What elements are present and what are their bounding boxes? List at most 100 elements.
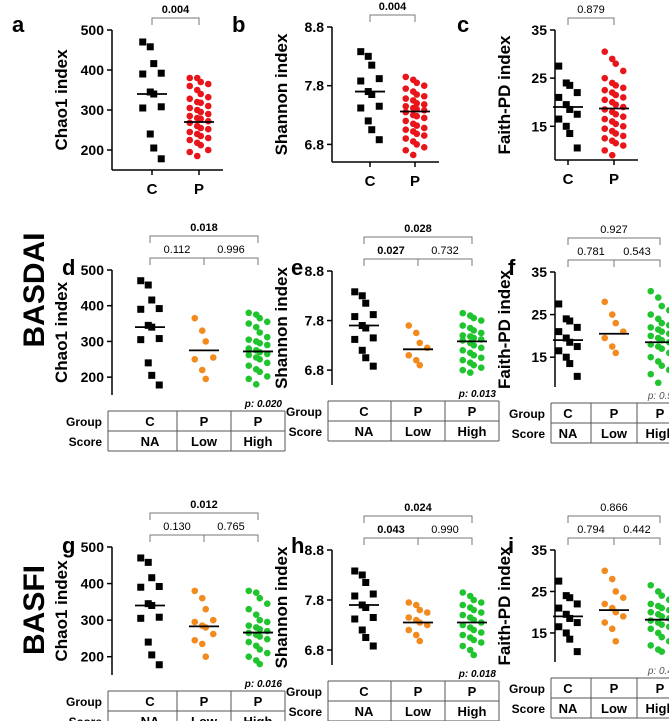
data-point	[155, 613, 163, 621]
trend-p-value: p: 0.018	[458, 669, 497, 680]
data-point	[665, 321, 669, 329]
data-point	[204, 110, 212, 118]
data-point	[459, 347, 467, 354]
data-point	[252, 380, 260, 388]
data-point	[197, 132, 205, 140]
data-point	[459, 322, 467, 329]
data-point	[665, 637, 669, 645]
data-point	[357, 48, 365, 56]
data-point	[658, 633, 666, 641]
data-point	[245, 375, 253, 383]
data-point	[470, 606, 478, 614]
panel-f: f 15 25 35 Faith-PD index 0.781 0.543 0.927 p: 0…	[495, 224, 669, 444]
trend-p-value: p: 0.474	[647, 666, 669, 677]
data-point	[256, 616, 264, 624]
data-point	[368, 91, 376, 98]
data-point	[146, 130, 154, 138]
data-point	[209, 616, 217, 624]
data-point	[402, 102, 410, 110]
data-point	[555, 604, 563, 612]
data-point	[137, 336, 145, 344]
data-point	[144, 558, 152, 566]
data-point	[658, 362, 666, 370]
y-tick-label: 400	[81, 298, 105, 314]
data-point	[137, 277, 145, 285]
panel-h: h 6.8 7.8 8.8 Shannon index 0.043 0.990 0.024 p:…	[272, 502, 500, 721]
data-point	[209, 630, 217, 638]
data-point	[555, 623, 563, 631]
table-cell: C	[145, 694, 155, 709]
y-axis-label: Faith-PD index	[495, 35, 514, 155]
panel-letter: c	[457, 12, 469, 37]
comparison-p-value: 0.027	[377, 245, 405, 257]
data-point	[263, 359, 271, 367]
data-point	[157, 103, 165, 111]
y-tick-label: 15	[531, 349, 547, 365]
comparison-bracket	[567, 515, 661, 523]
y-tick-label: 300	[81, 612, 105, 628]
data-point	[263, 373, 271, 380]
data-point	[420, 114, 428, 122]
data-point	[256, 594, 264, 602]
data-point	[402, 135, 410, 142]
data-point	[191, 636, 199, 644]
data-point	[555, 115, 563, 123]
y-tick-label: 7.8	[305, 313, 325, 329]
data-point	[555, 93, 563, 101]
data-point	[459, 589, 467, 596]
data-point	[204, 80, 212, 88]
data-point	[202, 605, 210, 613]
data-point	[412, 631, 420, 639]
comparison-bracket	[149, 257, 205, 265]
data-point	[416, 606, 424, 614]
data-point	[601, 619, 609, 626]
data-point	[647, 353, 655, 361]
comparison-bracket	[567, 237, 661, 245]
y-tick-label: 15	[531, 625, 547, 641]
panel-letter: g	[62, 533, 75, 558]
data-point	[601, 600, 609, 608]
y-axis-label: Chao1 index	[52, 49, 71, 151]
data-point	[245, 605, 253, 613]
comparison-p-value: 0.012	[190, 499, 218, 511]
y-tick-label: 500	[81, 262, 105, 278]
comparison-p-value: 0.130	[163, 521, 191, 533]
data-point	[148, 371, 156, 379]
data-point	[369, 334, 377, 342]
comparison-bracket	[369, 14, 416, 22]
comparison-bracket	[151, 17, 200, 25]
comparison-p-value: 0.781	[577, 246, 605, 258]
data-point	[562, 334, 570, 342]
data-point	[562, 101, 570, 109]
data-point	[654, 379, 662, 387]
data-point	[477, 599, 485, 606]
data-point	[197, 78, 205, 86]
data-point	[369, 614, 377, 621]
table-row-label: Group	[509, 407, 545, 421]
comparison-p-value: 0.765	[217, 521, 245, 533]
data-point	[608, 343, 616, 350]
data-point	[191, 618, 199, 626]
data-point	[573, 372, 581, 380]
data-point	[351, 567, 359, 575]
data-point	[612, 82, 620, 89]
data-point	[186, 128, 194, 136]
row-label-basfi: BASFI	[18, 565, 51, 655]
data-point	[665, 330, 669, 338]
data-point	[155, 305, 163, 313]
data-point	[409, 151, 417, 159]
y-tick-label: 25	[531, 583, 547, 599]
data-point	[245, 309, 253, 317]
data-point	[647, 311, 655, 318]
data-point	[256, 368, 264, 376]
data-point	[202, 624, 210, 631]
data-point	[137, 614, 145, 622]
data-point	[139, 38, 147, 46]
data-point	[412, 329, 420, 337]
table-cell: P	[656, 681, 665, 696]
data-point	[186, 112, 194, 120]
data-point	[245, 622, 253, 629]
data-point	[375, 136, 383, 144]
data-point	[358, 292, 366, 300]
comparison-bracket	[567, 259, 615, 267]
